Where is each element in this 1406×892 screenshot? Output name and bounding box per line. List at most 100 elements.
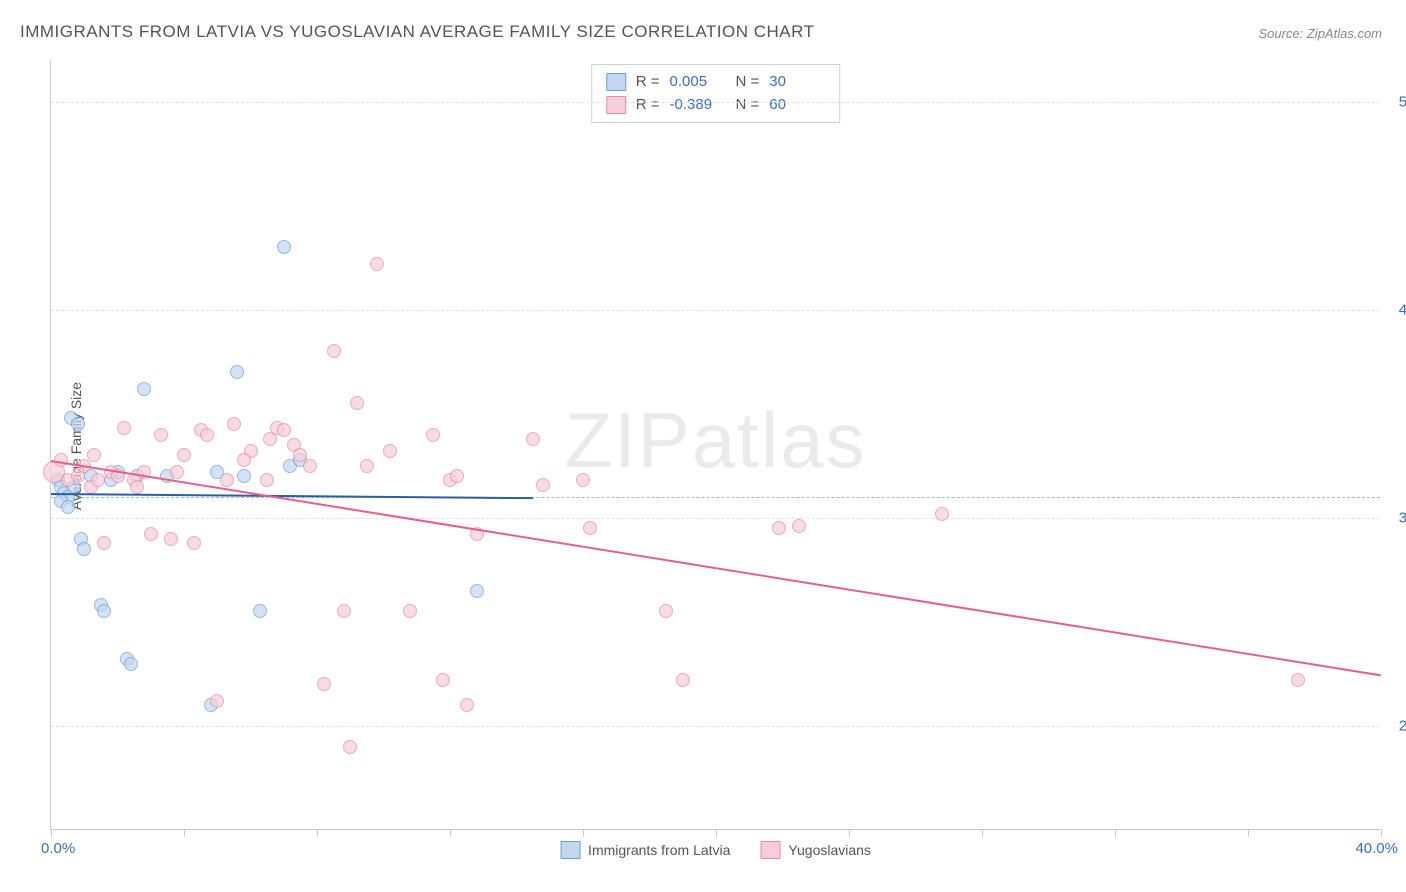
scatter-point [583,521,597,535]
scatter-point [263,432,277,446]
r-value: -0.389 [670,94,726,117]
scatter-point [227,417,241,431]
x-tick [317,829,318,837]
watermark: ZIPatlas [564,394,866,485]
y-tick-label: 5.00 [1399,93,1406,110]
legend-swatch [760,841,780,859]
x-axis-min-label: 0.0% [41,840,75,857]
scatter-point [154,428,168,442]
x-tick [1248,829,1249,837]
scatter-point [536,478,550,492]
scatter-point [403,604,417,618]
scatter-point [230,365,244,379]
legend-item: Immigrants from Latvia [560,841,730,859]
scatter-point [237,453,251,467]
x-tick [51,829,52,837]
scatter-point [97,604,111,618]
scatter-point [327,344,341,358]
x-tick [184,829,185,837]
scatter-point [317,677,331,691]
gridline [51,102,1380,103]
scatter-point [164,532,178,546]
legend-item: Yugoslavians [760,841,871,859]
correlation-legend: R = 0.005 N = 30 R = -0.389 N = 60 [591,64,841,123]
x-tick [982,829,983,837]
y-tick-label: 4.00 [1399,301,1406,318]
scatter-point [144,527,158,541]
scatter-point [200,428,214,442]
scatter-point [97,536,111,550]
scatter-point [360,459,374,473]
gridline [51,726,1380,727]
scatter-point [117,421,131,435]
scatter-point [935,507,949,521]
gridline [51,518,1380,519]
n-label: N = [736,94,760,117]
scatter-point [177,448,191,462]
r-label: R = [636,94,660,117]
scatter-point [220,473,234,487]
n-label: N = [736,71,760,94]
gridline [51,310,1380,311]
legend-swatch [606,73,626,91]
scatter-point [71,417,85,431]
scatter-point [170,465,184,479]
scatter-point [526,432,540,446]
scatter-point [659,604,673,618]
x-axis-max-label: 40.0% [1355,840,1398,857]
scatter-point [450,469,464,483]
x-tick [450,829,451,837]
scatter-point [772,521,786,535]
scatter-point [303,459,317,473]
scatter-point [277,423,291,437]
n-value: 30 [769,71,825,94]
scatter-point [383,444,397,458]
correlation-legend-row: R = 0.005 N = 30 [606,71,826,94]
r-label: R = [636,71,660,94]
scatter-point [187,536,201,550]
scatter-point [576,473,590,487]
scatter-point [337,604,351,618]
scatter-point [77,542,91,556]
scatter-point [260,473,274,487]
correlation-legend-row: R = -0.389 N = 60 [606,94,826,117]
legend-swatch [606,96,626,114]
scatter-point [676,673,690,687]
scatter-point [61,500,75,514]
scatter-point [350,396,364,410]
scatter-point [277,240,291,254]
scatter-point [792,519,806,533]
n-value: 60 [769,94,825,117]
scatter-point [1291,673,1305,687]
legend-label: Yugoslavians [788,842,871,858]
scatter-point [237,469,251,483]
scatter-point [137,382,151,396]
trend-line [51,460,1381,676]
chart-plot-area: ZIPatlas R = 0.005 N = 30 R = -0.389 N = 60… [50,60,1380,830]
r-value: 0.005 [670,71,726,94]
x-tick [583,829,584,837]
y-tick-label: 3.00 [1399,509,1406,526]
source-label: Source: ZipAtlas.com [1258,26,1382,41]
chart-title: IMMIGRANTS FROM LATVIA VS YUGOSLAVIAN AV… [20,22,814,42]
x-tick [716,829,717,837]
trend-continuation [51,497,1380,498]
y-tick-label: 2.00 [1399,717,1406,734]
x-tick [1381,829,1382,837]
x-tick [1115,829,1116,837]
scatter-point [253,604,267,618]
scatter-point [470,584,484,598]
x-tick [849,829,850,837]
legend-swatch [560,841,580,859]
scatter-point [370,257,384,271]
scatter-point [436,673,450,687]
scatter-point [87,448,101,462]
series-legend: Immigrants from Latvia Yugoslavians [560,841,871,859]
scatter-point [91,473,105,487]
scatter-point [460,698,474,712]
legend-label: Immigrants from Latvia [588,842,730,858]
scatter-point [210,694,224,708]
scatter-point [130,480,144,494]
scatter-point [343,740,357,754]
scatter-point [124,657,138,671]
